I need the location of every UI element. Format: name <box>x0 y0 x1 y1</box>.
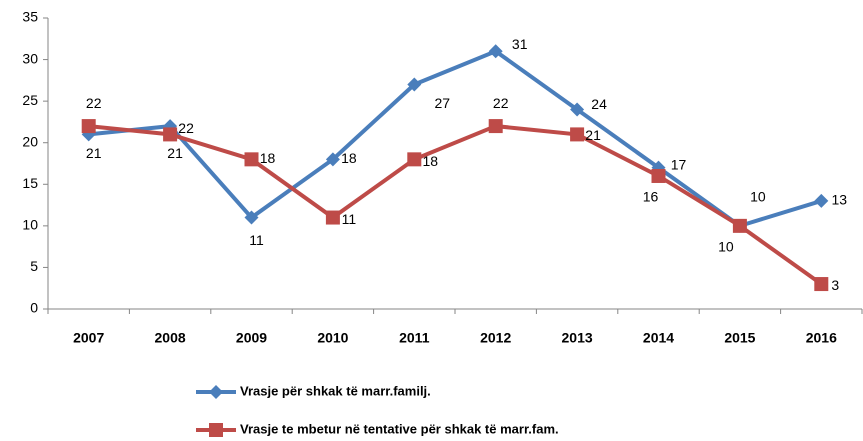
y-tick-label: 25 <box>22 92 38 108</box>
data-label: 27 <box>435 95 451 111</box>
x-tick-label: 2007 <box>73 330 104 346</box>
y-tick-label: 20 <box>22 133 38 149</box>
legend-label: Vrasje te mbetur në tentative për shkak … <box>240 421 559 436</box>
marker <box>814 193 829 208</box>
marker <box>325 210 340 225</box>
marker <box>244 152 259 167</box>
data-label: 22 <box>178 120 194 136</box>
marker <box>814 277 829 292</box>
data-label: 11 <box>249 232 264 248</box>
y-tick-label: 10 <box>22 217 38 233</box>
x-tick-label: 2011 <box>399 330 430 346</box>
marker <box>407 152 422 167</box>
marker <box>488 44 503 59</box>
data-label: 31 <box>512 36 528 52</box>
data-label: 22 <box>86 95 102 111</box>
data-label: 18 <box>423 153 439 169</box>
marker <box>163 127 178 142</box>
data-label: 13 <box>832 192 848 208</box>
marker <box>488 119 503 134</box>
data-label: 10 <box>750 189 766 205</box>
x-tick-label: 2013 <box>562 330 593 346</box>
data-label: 11 <box>342 211 357 227</box>
y-tick-label: 15 <box>22 175 38 191</box>
data-label: 21 <box>86 145 102 161</box>
marker <box>81 127 96 142</box>
marker <box>209 385 223 399</box>
data-label: 22 <box>493 95 509 111</box>
x-tick-label: 2014 <box>643 330 674 346</box>
x-tick-label: 2015 <box>724 330 755 346</box>
data-label: 24 <box>591 96 607 112</box>
marker <box>570 102 585 117</box>
y-tick-label: 5 <box>30 258 38 274</box>
y-tick-label: 0 <box>30 300 38 316</box>
marker <box>209 423 223 437</box>
marker <box>244 210 259 225</box>
y-tick-label: 35 <box>22 9 38 25</box>
series-line <box>88 48 822 229</box>
series-line <box>88 124 823 286</box>
marker <box>325 152 340 167</box>
data-label: 17 <box>671 156 687 172</box>
data-label: 21 <box>167 145 183 161</box>
data-label: 18 <box>341 150 357 166</box>
marker <box>570 127 585 142</box>
data-label: 16 <box>643 189 659 205</box>
data-label: 18 <box>260 150 276 166</box>
x-tick-label: 2012 <box>480 330 511 346</box>
marker <box>651 168 666 183</box>
data-label: 3 <box>831 277 839 293</box>
x-tick-label: 2010 <box>317 330 348 346</box>
x-tick-label: 2016 <box>806 330 837 346</box>
x-tick-label: 2009 <box>236 330 267 346</box>
y-tick-label: 30 <box>22 50 38 66</box>
marker <box>732 218 747 233</box>
marker <box>407 77 422 92</box>
data-label: 21 <box>585 127 601 143</box>
marker <box>81 119 96 134</box>
x-tick-label: 2008 <box>155 330 186 346</box>
data-label: 10 <box>718 239 734 255</box>
legend-label: Vrasje për shkak të marr.familj. <box>240 383 431 398</box>
